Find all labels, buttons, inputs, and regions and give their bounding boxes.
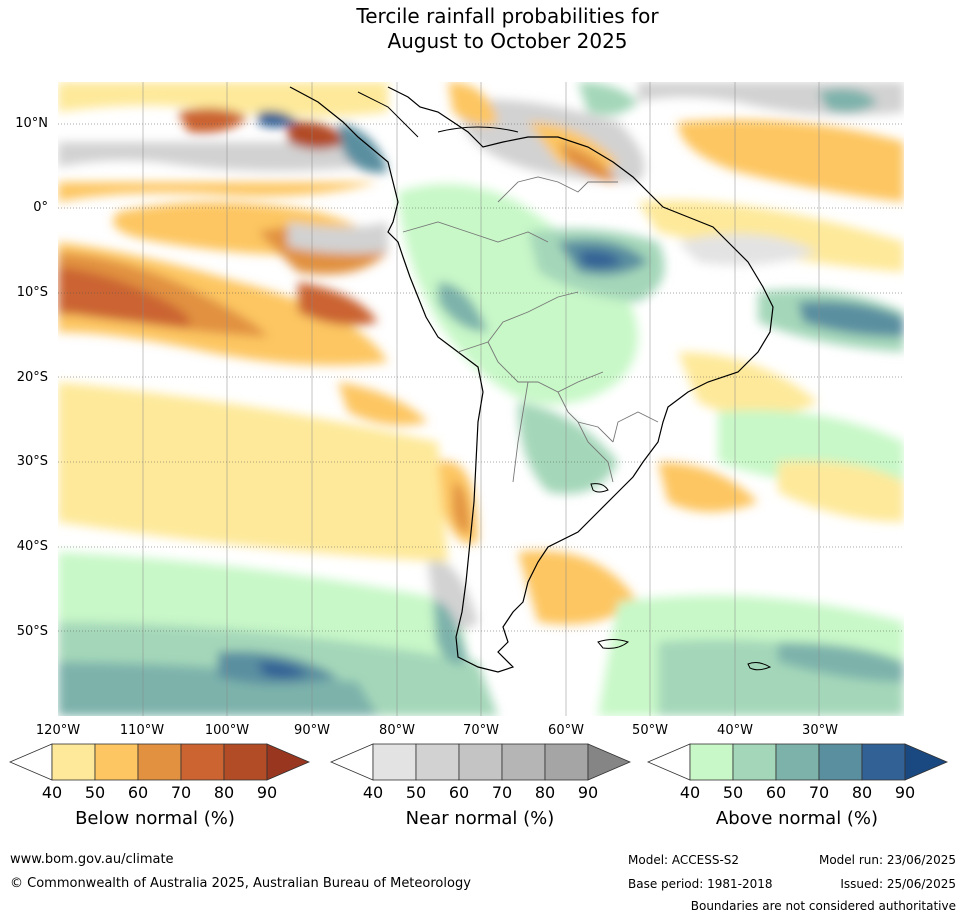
lon-gridlines: [142, 82, 820, 716]
above-colorbar-cell: [775, 743, 820, 781]
lat-label-20s: 20°S: [16, 370, 48, 385]
title-line-2: August to October 2025: [387, 29, 628, 53]
lon-label-70w: 70°W: [463, 723, 499, 738]
above-colorbar-cell: [861, 743, 906, 781]
above-colorbar-tick: 80: [851, 783, 873, 802]
south-georgia-island: [747, 662, 772, 671]
colorbars: [8, 743, 949, 781]
lat-label-10n: 10°N: [15, 116, 48, 131]
falkland-islands: [597, 639, 630, 649]
near-colorbar-cell: [544, 743, 589, 781]
above-colorbar-tick: 60: [765, 783, 787, 802]
below-normal-title: Below normal (%): [75, 808, 235, 829]
south-america-coastline: [289, 86, 774, 673]
footer-model-run: Model run: 23/06/2025: [818, 853, 956, 867]
footer-url: www.bom.gov.au/climate: [10, 852, 174, 867]
below-colorbar-cell: [94, 743, 139, 781]
above-colorbar-low-end: [646, 743, 691, 781]
below-colorbar-high-end: [266, 743, 311, 781]
near-colorbar-tick: 80: [534, 783, 556, 802]
near-normal-title: Near normal (%): [405, 808, 555, 829]
near-colorbar-cell: [415, 743, 460, 781]
near-colorbar-high-end: [587, 743, 632, 781]
footer-issued: Issued: 25/06/2025: [840, 877, 956, 891]
lon-label-110w: 110°W: [119, 723, 165, 738]
above-colorbar-tick: 50: [722, 783, 744, 802]
lat-label-40s: 40°S: [16, 539, 48, 554]
lat-label-50s: 50°S: [16, 624, 48, 639]
map-canvas: [58, 82, 904, 716]
near-colorbar-low-end: [329, 743, 374, 781]
below-colorbar-cell: [223, 743, 268, 781]
caribbean-coastline: [437, 126, 519, 133]
near-colorbar-tick: 70: [491, 783, 513, 802]
above-colorbar-tick: 40: [679, 783, 701, 802]
footer-model: Model: ACCESS-S2: [628, 853, 740, 867]
probability-fields: [58, 82, 904, 716]
above-colorbar-high-end: [904, 743, 949, 781]
footer-disclaimer: Boundaries are not considered authoritat…: [690, 899, 956, 913]
lon-label-80w: 80°W: [379, 723, 415, 738]
below-colorbar-cell: [137, 743, 182, 781]
below-colorbar-cell: [51, 743, 96, 781]
title-line-1: Tercile rainfall probabilities for: [356, 4, 659, 28]
lon-label-100w: 100°W: [204, 723, 250, 738]
above-normal-title: Above normal (%): [715, 808, 879, 829]
near-colorbar-cell: [501, 743, 546, 781]
above-colorbar-tick: 90: [894, 783, 916, 802]
near-colorbar-tick: 90: [577, 783, 599, 802]
above-colorbar-cell: [689, 743, 734, 781]
lon-label-120w: 120°W: [35, 723, 81, 738]
coastal-lagoon: [590, 483, 609, 493]
near-colorbar-tick: 40: [362, 783, 384, 802]
below-colorbar-cell: [180, 743, 225, 781]
lon-label-40w: 40°W: [717, 723, 753, 738]
lat-label-10s: 10°S: [16, 285, 48, 300]
lat-label-30s: 30°S: [16, 454, 48, 469]
above-colorbar-tick: 70: [808, 783, 830, 802]
lon-label-50w: 50°W: [632, 723, 668, 738]
lon-label-90w: 90°W: [294, 723, 330, 738]
footer-base-period: Base period: 1981-2018: [628, 877, 773, 891]
below-colorbar-tick: 80: [213, 783, 235, 802]
near-colorbar-tick: 60: [448, 783, 470, 802]
below-colorbar-tick: 90: [256, 783, 278, 802]
probability-map: [58, 82, 904, 716]
near-colorbar-cell: [458, 743, 503, 781]
below-colorbar-tick: 70: [170, 783, 192, 802]
country-boundaries: [402, 176, 659, 483]
below-colorbar-tick: 60: [127, 783, 149, 802]
below-colorbar-tick: 40: [41, 783, 63, 802]
below-colorbar-tick: 50: [84, 783, 106, 802]
above-colorbar-cell: [818, 743, 863, 781]
below-colorbar-low-end: [8, 743, 53, 781]
lat-label-0: 0°: [33, 200, 48, 215]
footer-copyright: © Commonwealth of Australia 2025, Austra…: [10, 876, 471, 891]
central-america-coastline: [357, 91, 419, 138]
map-title: Tercile rainfall probabilities for Augus…: [0, 4, 965, 54]
above-colorbar-cell: [732, 743, 777, 781]
near-colorbar-cell: [372, 743, 417, 781]
near-colorbar-tick: 50: [405, 783, 427, 802]
lon-label-60w: 60°W: [548, 723, 584, 738]
lon-label-30w: 30°W: [802, 723, 838, 738]
